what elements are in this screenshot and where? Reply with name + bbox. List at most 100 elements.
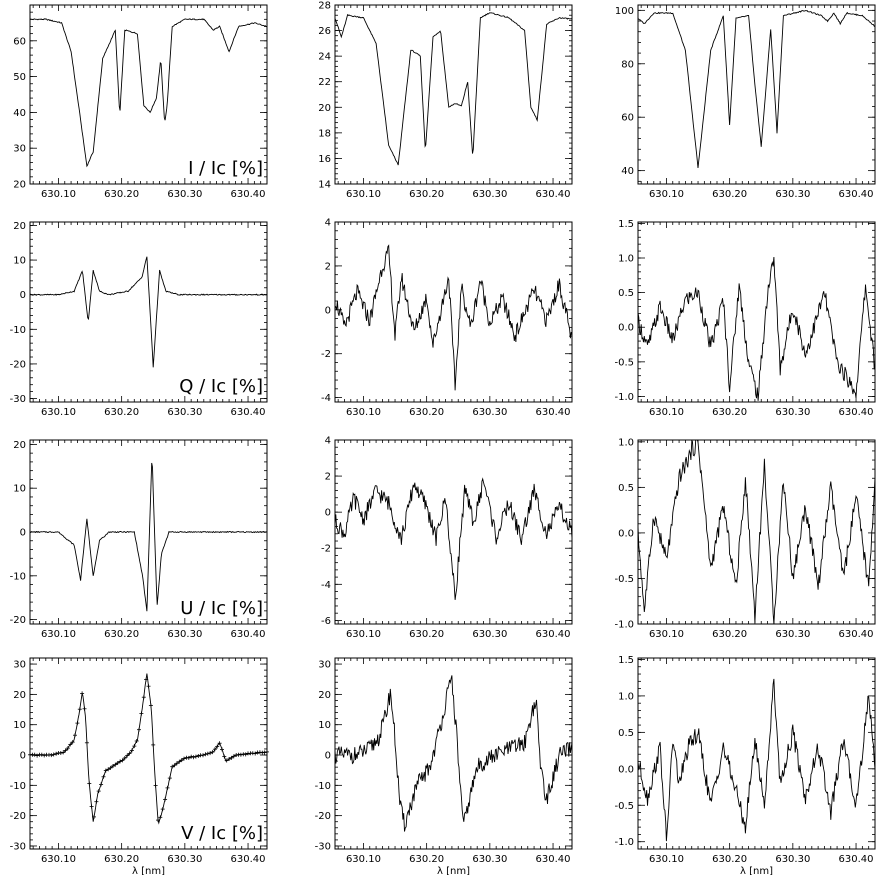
y-tick-label: 16	[318, 154, 331, 165]
x-tick-label: 630.20	[104, 629, 139, 640]
x-tick-label: 630.40	[231, 854, 266, 865]
panel-r1-c0-series-line	[29, 256, 268, 368]
panel-r2-c1-series-line	[334, 477, 573, 600]
x-tick-label: 630.40	[839, 629, 874, 640]
y-tick-label: -1.0	[614, 392, 634, 403]
panel-r2-c0-series-line	[30, 462, 268, 612]
x-axis-label: λ [nm]	[437, 866, 470, 875]
y-tick-label: -20	[10, 811, 26, 822]
x-tick-label: 630.30	[167, 407, 202, 418]
panel-r2-c2-series-line	[637, 439, 876, 625]
x-tick-label: 630.10	[649, 629, 684, 640]
x-tick-label: 630.40	[536, 629, 571, 640]
panel-r1-c0: 630.10 630.20 630.30 630.40 -30 -20 -10 0 10 20 Q …	[10, 221, 268, 418]
panel-r1-c1: 630.10 630.20 630.30 630.40 -4 -2 0 2 4	[321, 218, 573, 418]
y-tick-label: 1.0	[618, 254, 634, 265]
y-tick-label: 20	[13, 690, 26, 701]
panel-r3-c0-series-line	[29, 673, 268, 825]
x-tick-label: 630.30	[472, 629, 507, 640]
panel-r1-c0-frame	[29, 221, 268, 403]
panel-r3-c1: 630.10 630.20 630.30 630.40 -30 -20 -10 0 10 20 30…	[315, 657, 573, 875]
y-tick-label: -0.5	[614, 357, 634, 368]
y-tick-label: 20	[13, 180, 26, 191]
y-tick-label: 0	[325, 305, 331, 316]
x-tick-label: 630.10	[41, 854, 76, 865]
y-tick-label: -10	[10, 325, 26, 336]
panel-r2-c1-frame	[334, 439, 573, 625]
x-tick-label: 630.30	[775, 189, 810, 200]
panel-r1-c2-frame	[637, 221, 876, 403]
y-tick-label: 4	[325, 436, 331, 447]
y-tick-label: 1.5	[618, 655, 634, 666]
y-tick-label: -2	[321, 349, 331, 360]
y-tick-label: 10	[13, 484, 26, 495]
y-tick-label: 40	[621, 166, 634, 177]
y-tick-label: -0.5	[614, 801, 634, 812]
x-tick-label: 630.30	[775, 629, 810, 640]
y-tick-label: -4	[321, 393, 331, 404]
x-tick-label: 630.40	[231, 629, 266, 640]
y-tick-label: 28	[318, 1, 331, 12]
y-tick-label: 1.0	[618, 437, 634, 448]
x-tick-label: 630.20	[409, 189, 444, 200]
y-tick-label: 50	[13, 72, 26, 83]
y-tick-label: 24	[318, 52, 331, 63]
y-tick-label: 20	[13, 221, 26, 232]
panel-r1-c2-series-line	[637, 256, 876, 401]
x-tick-label: 630.40	[536, 189, 571, 200]
panel-r3-c0-ylabel: V / Ic [%]	[181, 823, 263, 844]
x-tick-label: 630.20	[409, 854, 444, 865]
y-tick-label: 0	[325, 751, 331, 762]
y-tick-label: -30	[10, 841, 26, 852]
panel-r3-c1-series-line	[334, 675, 573, 832]
y-tick-label: 0.0	[618, 528, 634, 539]
y-tick-label: 14	[318, 180, 331, 191]
x-tick-label: 630.10	[41, 629, 76, 640]
y-tick-label: -30	[315, 841, 331, 852]
y-tick-label: 0.5	[618, 288, 634, 299]
x-tick-label: 630.10	[346, 407, 381, 418]
panel-r0-c2: 630.10 630.20 630.30 630.40 40 60 80 100	[615, 4, 876, 200]
panel-r3-c0: 630.10 630.20 630.30 630.40 -30 -20 -10 0 10 20 30…	[10, 657, 269, 875]
panel-r2-c2: 630.10 630.20 630.30 630.40 -1.0 -0.5 0.0 0.5 1.…	[614, 437, 876, 640]
panel-r0-c1-series-line	[334, 12, 573, 166]
y-tick-label: -1.0	[614, 837, 634, 848]
panel-r0-c0-frame	[29, 4, 268, 185]
y-tick-label: 0	[20, 528, 26, 539]
x-tick-label: 630.20	[409, 407, 444, 418]
y-tick-label: 1.0	[618, 691, 634, 702]
y-tick-label: -1.0	[614, 620, 634, 631]
x-tick-label: 630.30	[472, 854, 507, 865]
x-tick-label: 630.10	[649, 189, 684, 200]
y-tick-label: 2	[325, 261, 331, 272]
y-tick-label: 30	[13, 144, 26, 155]
y-tick-label: 30	[13, 660, 26, 671]
panel-r1-c1-frame	[334, 221, 573, 403]
y-tick-label: 18	[318, 128, 331, 139]
y-tick-label: -20	[10, 359, 26, 370]
panel-r2-c0: 630.10 630.20 630.30 630.40 -20 -10 0 10 20 U / I…	[10, 439, 268, 640]
y-tick-label: 60	[13, 36, 26, 47]
x-axis-label: λ [nm]	[740, 866, 773, 875]
x-tick-label: 630.20	[104, 854, 139, 865]
x-tick-label: 630.10	[41, 189, 76, 200]
y-tick-label: -10	[10, 571, 26, 582]
y-tick-label: -6	[321, 616, 331, 627]
x-tick-label: 630.40	[839, 854, 874, 865]
y-tick-label: 20	[318, 690, 331, 701]
panel-r0-c2-series-line	[637, 9, 876, 168]
y-tick-label: 0	[20, 751, 26, 762]
x-tick-label: 630.10	[649, 407, 684, 418]
panel-r0-c0-ylabel: I / Ic [%]	[188, 158, 263, 179]
y-tick-label: 30	[318, 660, 331, 671]
y-tick-label: 20	[318, 103, 331, 114]
y-tick-label: 0.0	[618, 764, 634, 775]
panel-r2-c1: 630.10 630.20 630.30 630.40 -6 -4 -2 0 2 4	[321, 436, 573, 640]
y-tick-label: 20	[13, 440, 26, 451]
y-tick-label: 10	[13, 720, 26, 731]
x-tick-label: 630.30	[472, 407, 507, 418]
y-tick-label: 80	[621, 59, 634, 70]
x-axis-label: λ [nm]	[132, 866, 165, 875]
y-tick-label: 0	[20, 290, 26, 301]
